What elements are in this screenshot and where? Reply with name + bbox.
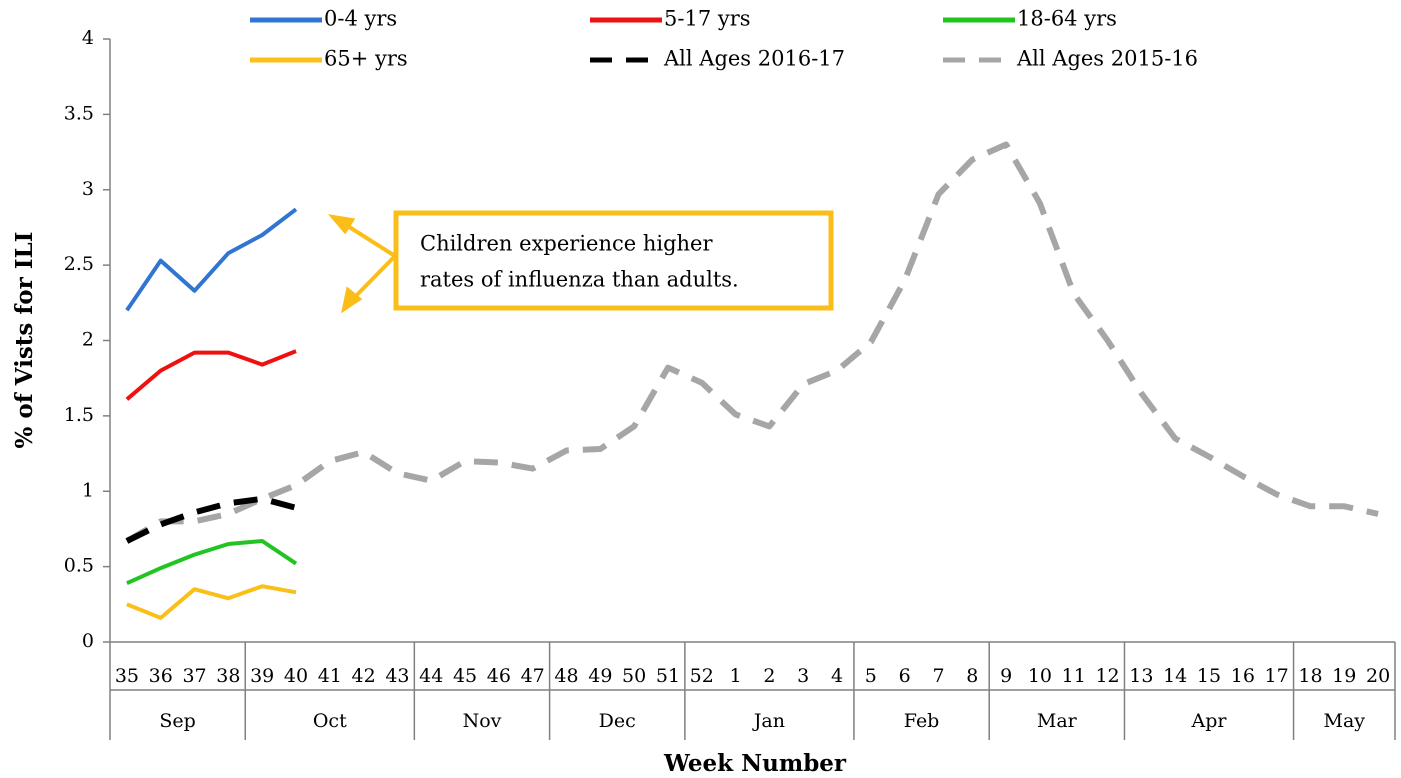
x-tick-label: 45 <box>453 665 477 687</box>
series-line <box>125 141 1379 544</box>
x-tick-label: 1 <box>730 665 742 687</box>
x-tick-label: 51 <box>656 665 680 687</box>
y-tick-label: 3.5 <box>64 102 94 124</box>
legend-label: All Ages 2016-17 <box>663 47 845 71</box>
series-line <box>126 539 298 586</box>
x-tick-label: 42 <box>352 665 376 687</box>
y-tick-label: 4 <box>82 27 94 49</box>
month-label: Dec <box>599 710 636 732</box>
month-label: Sep <box>159 710 195 732</box>
x-tick-label: 50 <box>622 665 646 687</box>
x-tick-label: 11 <box>1062 665 1086 687</box>
x-tick-label: 8 <box>966 665 978 687</box>
month-label: Jan <box>752 710 785 732</box>
y-tick-label: 1.5 <box>64 404 94 426</box>
x-tick-label: 3 <box>797 665 809 687</box>
x-tick-label: 47 <box>521 665 545 687</box>
series-line <box>126 584 297 620</box>
x-tick-label: 4 <box>831 665 843 687</box>
x-tick-label: 49 <box>588 665 612 687</box>
x-tick-label: 44 <box>419 665 443 687</box>
x-axis-title: Week Number <box>663 750 847 777</box>
x-tick-label: 48 <box>554 665 578 687</box>
annotation-box <box>393 210 834 311</box>
month-label: Apr <box>1191 710 1228 732</box>
x-tick-label: 10 <box>1028 665 1052 687</box>
y-tick-label: 3 <box>82 178 94 200</box>
y-tick-label: 0.5 <box>64 555 94 577</box>
x-tick-label: 12 <box>1095 665 1119 687</box>
month-label: Feb <box>904 710 940 732</box>
x-tick-label: 38 <box>216 665 240 687</box>
month-label: Mar <box>1037 710 1078 732</box>
x-tick-label: 9 <box>1000 665 1012 687</box>
series-line <box>125 207 298 312</box>
x-tick-label: 7 <box>932 665 944 687</box>
x-tick-label: 17 <box>1265 665 1289 687</box>
x-tick-label: 37 <box>182 665 206 687</box>
x-tick-label: 15 <box>1197 665 1221 687</box>
x-tick-label: 20 <box>1366 665 1390 687</box>
y-tick-label: 1 <box>82 479 94 501</box>
legend-label: 18-64 yrs <box>1017 7 1117 31</box>
annotation-line: rates of influenza than adults. <box>420 268 739 292</box>
y-tick-label: 0 <box>82 630 94 652</box>
x-tick-label: 14 <box>1163 665 1187 687</box>
x-tick-label: 40 <box>284 665 308 687</box>
x-tick-label: 39 <box>250 665 274 687</box>
x-tick-label: 19 <box>1332 665 1356 687</box>
month-label: Nov <box>463 710 502 732</box>
legend-label: 5-17 yrs <box>664 7 751 31</box>
y-axis-title: % of Vists for ILI <box>11 232 38 449</box>
x-tick-label: 41 <box>318 665 342 687</box>
x-tick-label: 18 <box>1298 665 1322 687</box>
x-tick-label: 36 <box>149 665 173 687</box>
x-tick-label: 43 <box>385 665 409 687</box>
x-tick-label: 16 <box>1231 665 1255 687</box>
x-tick-label: 46 <box>487 665 511 687</box>
month-label: Oct <box>313 710 347 732</box>
legend-label: 0-4 yrs <box>324 7 397 31</box>
y-tick-label: 2.5 <box>64 253 94 275</box>
x-tick-label: 35 <box>115 665 139 687</box>
series-line <box>125 349 297 401</box>
legend-label: 65+ yrs <box>324 47 408 71</box>
annotation-arrows <box>327 214 397 314</box>
x-tick-label: 6 <box>899 665 911 687</box>
legend-label: All Ages 2015-16 <box>1016 47 1198 71</box>
x-tick-label: 2 <box>763 665 775 687</box>
month-label: May <box>1324 710 1366 732</box>
x-tick-label: 52 <box>690 665 714 687</box>
y-tick-label: 2 <box>82 329 94 351</box>
series-line <box>125 495 297 544</box>
x-tick-label: 5 <box>865 665 877 687</box>
x-tick-label: 13 <box>1129 665 1153 687</box>
annotation-line: Children experience higher <box>420 232 713 256</box>
